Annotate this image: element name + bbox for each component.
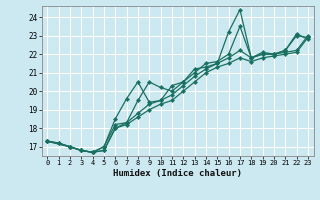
X-axis label: Humidex (Indice chaleur): Humidex (Indice chaleur)	[113, 169, 242, 178]
